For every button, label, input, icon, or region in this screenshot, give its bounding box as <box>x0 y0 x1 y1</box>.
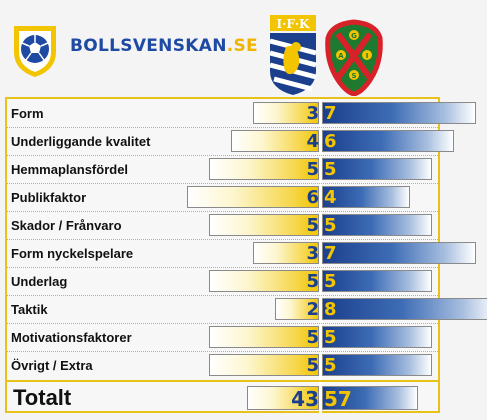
away-bar <box>322 158 432 180</box>
home-value: 5 <box>306 327 319 348</box>
factor-label: Form nyckelspelare <box>11 246 134 261</box>
total-row: 43 57 <box>7 383 438 413</box>
home-bar <box>187 186 319 208</box>
away-value: 6 <box>324 131 337 152</box>
factor-row: Motivationsfaktorer 5 5 <box>7 323 438 351</box>
away-value: 7 <box>324 103 337 124</box>
away-value: 7 <box>324 243 337 264</box>
row-divider <box>7 239 438 240</box>
away-value: 5 <box>324 327 337 348</box>
away-value: 5 <box>324 355 337 376</box>
brand-part1: BOLLSVENSKAN <box>70 36 227 56</box>
crest1-text: I·F·K <box>277 17 310 31</box>
away-bar <box>322 326 432 348</box>
factor-label: Publikfaktor <box>11 190 87 205</box>
home-bar <box>209 270 319 292</box>
brand-part2: .SE <box>226 36 258 56</box>
home-value: 5 <box>306 159 319 180</box>
home-value: 5 <box>306 271 319 292</box>
row-divider <box>7 351 438 352</box>
home-bar <box>231 130 319 152</box>
crest2-letter-a: A <box>338 52 344 60</box>
total-home-bar <box>246 386 319 410</box>
away-bar <box>322 242 476 264</box>
factor-label: Motivationsfaktorer <box>11 330 132 345</box>
factor-label: Underlag <box>11 274 68 289</box>
factor-row: Publikfaktor 6 4 <box>7 183 438 211</box>
factor-row: Form nyckelspelare 3 7 <box>7 239 476 267</box>
away-bar <box>322 270 432 292</box>
away-value: 8 <box>324 299 337 320</box>
home-value: 5 <box>306 215 319 236</box>
home-value: 3 <box>306 103 319 124</box>
home-value: 2 <box>306 299 319 320</box>
away-bar <box>322 298 487 320</box>
total-away-bar <box>322 386 418 410</box>
factor-row: Taktik 2 8 <box>7 295 487 323</box>
row-divider <box>7 127 438 128</box>
home-bar <box>253 242 319 264</box>
away-bar <box>322 186 410 208</box>
total-away-value: 57 <box>324 387 352 411</box>
row-divider <box>7 211 438 212</box>
away-value: 5 <box>324 215 337 236</box>
away-bar <box>322 354 432 376</box>
total-separator <box>7 380 438 382</box>
comparison-table: Övrigt / Extra 5 5 Motivationsfaktorer 5 5 Tak… <box>5 97 487 413</box>
row-divider <box>7 155 438 156</box>
factor-row: Form 3 7 <box>7 99 476 127</box>
home-bar <box>209 158 319 180</box>
factor-row: Underlag 5 5 <box>7 267 438 295</box>
total-label: Totalt <box>13 385 72 410</box>
total-home-value: 43 <box>291 387 319 411</box>
crest2-letter-i: I <box>366 52 369 60</box>
gais-crest-icon: G A I S <box>325 19 383 96</box>
header: BOLLSVENSKAN.SE I·F·K G A I S <box>0 0 487 96</box>
away-value: 5 <box>324 271 337 292</box>
crest2-letter-g: G <box>351 32 357 40</box>
home-value: 5 <box>306 355 319 376</box>
row-divider <box>7 183 438 184</box>
home-bar <box>275 298 319 320</box>
away-bar <box>322 130 454 152</box>
center-divider-total <box>319 382 322 413</box>
home-bar <box>253 102 319 124</box>
home-bar <box>209 354 319 376</box>
away-value: 4 <box>324 187 337 208</box>
home-value: 4 <box>306 131 319 152</box>
factor-label: Hemmaplansfördel <box>11 162 129 177</box>
away-bar <box>322 214 432 236</box>
crest2-letter-s: S <box>351 72 356 80</box>
row-divider <box>7 295 438 296</box>
factor-label: Form <box>11 106 44 121</box>
factor-row: Underliggande kvalitet 4 6 <box>7 127 454 155</box>
home-value: 6 <box>306 187 319 208</box>
factor-label: Underliggande kvalitet <box>11 134 151 149</box>
factor-label: Taktik <box>11 302 48 317</box>
ifk-crest-icon: I·F·K <box>269 15 317 95</box>
factor-label: Övrigt / Extra <box>11 358 93 373</box>
home-bar <box>209 326 319 348</box>
away-value: 5 <box>324 159 337 180</box>
home-value: 3 <box>306 243 319 264</box>
brand-wordmark[interactable]: BOLLSVENSKAN.SE <box>70 36 258 56</box>
home-bar <box>209 214 319 236</box>
row-divider <box>7 323 438 324</box>
row-divider <box>7 267 438 268</box>
factor-row: Övrigt / Extra 5 5 <box>7 351 438 379</box>
away-bar <box>322 102 476 124</box>
football-shield-icon <box>14 26 56 77</box>
factor-row: Skador / Frånvaro 5 5 <box>7 211 438 239</box>
factor-row: Hemmaplansfördel 5 5 <box>7 155 438 183</box>
factor-label: Skador / Frånvaro <box>11 218 122 233</box>
